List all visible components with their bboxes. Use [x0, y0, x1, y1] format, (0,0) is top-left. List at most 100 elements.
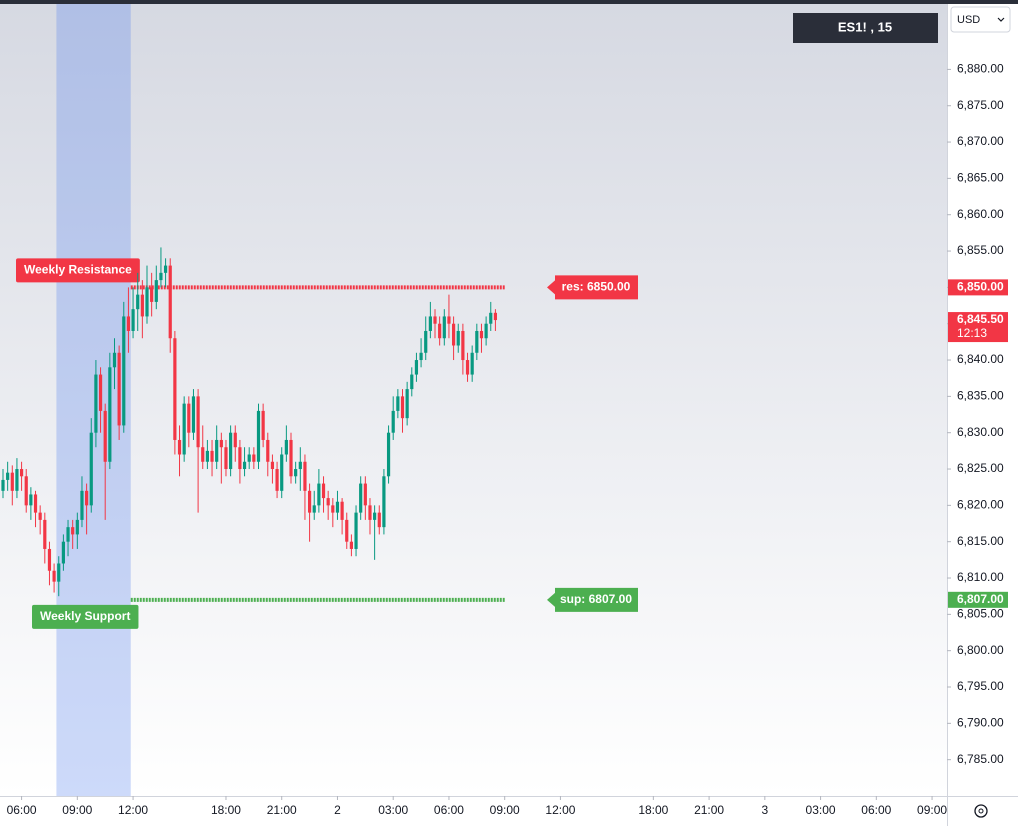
axis-price-box	[948, 591, 1008, 608]
x-tick-label: 2	[334, 803, 341, 817]
x-tick-label: 21:00	[694, 803, 724, 817]
candle-body	[182, 403, 186, 455]
candle-body	[359, 483, 363, 513]
candle-body	[126, 316, 131, 331]
candle-body	[280, 454, 284, 491]
y-tick-label: 6,835.00	[957, 389, 1004, 403]
candle-body	[43, 519, 47, 549]
candle-body	[456, 330, 460, 346]
candle-body	[321, 483, 326, 499]
candle-body	[294, 469, 298, 477]
currency[interactable]: USD	[957, 14, 980, 26]
candle-body	[396, 396, 400, 411]
candle-body	[484, 323, 488, 339]
y-tick-label: 6,815.00	[957, 534, 1004, 548]
candle-body	[461, 330, 465, 361]
candle-body	[6, 472, 10, 480]
dropdown-arrow[interactable]	[997, 17, 1005, 22]
candle-body	[326, 498, 330, 506]
candle-body	[377, 512, 381, 528]
candle-body	[345, 519, 349, 542]
y-tick-label: 6,875.00	[957, 98, 1004, 112]
candle-body	[196, 396, 200, 448]
candle-body	[493, 312, 498, 321]
candle-body	[145, 287, 149, 317]
candle-body	[451, 323, 456, 346]
candle-body	[386, 432, 391, 477]
candle-body	[1, 479, 5, 491]
candle-body	[215, 439, 219, 462]
candle-body	[331, 505, 335, 513]
candle-body	[75, 519, 79, 535]
symbol: ES1! , 15	[838, 19, 892, 34]
y-tick-label: 6,855.00	[957, 243, 1004, 257]
level-label: res: 6850.00	[562, 280, 631, 294]
candle-body	[103, 410, 107, 462]
candle-body	[89, 432, 93, 506]
candle-body	[400, 396, 405, 419]
candle-body	[33, 494, 38, 513]
candle-body	[112, 352, 117, 368]
candle-body	[475, 330, 479, 353]
candle-body	[349, 541, 353, 549]
candle-body	[405, 389, 409, 419]
candle-body	[117, 352, 121, 426]
level-label-box	[547, 587, 638, 612]
candle-body	[38, 512, 42, 520]
candle-body	[266, 439, 270, 462]
y-tick-label: 6,820.00	[957, 498, 1004, 512]
candle-body	[256, 410, 261, 462]
candle-body	[289, 439, 293, 477]
candle-body	[163, 265, 168, 273]
candle-body	[24, 476, 28, 506]
candle-body	[340, 501, 344, 520]
candle-body	[317, 483, 321, 506]
candle-body	[465, 360, 470, 375]
candle-body	[122, 316, 126, 426]
candle-body	[438, 323, 442, 339]
x-tick-label: 09:00	[917, 803, 947, 817]
x-tick-label: 12:00	[118, 803, 148, 817]
level-label-box	[547, 275, 638, 300]
candle-body	[94, 374, 98, 433]
candle-body	[154, 280, 158, 302]
settings-icon[interactable]	[974, 804, 988, 818]
axis-price-box	[948, 279, 1008, 296]
candle-body	[61, 541, 65, 564]
candle-body	[80, 490, 84, 520]
settings-hub[interactable]	[978, 808, 984, 814]
x-tick-label: 3	[761, 803, 768, 817]
level-name: Weekly Resistance	[24, 263, 132, 277]
candle-body	[191, 396, 196, 433]
y-tick-label: 6,795.00	[957, 679, 1004, 693]
candle-body	[66, 527, 70, 542]
y-tick-label: 6,810.00	[957, 570, 1004, 584]
candle-body	[229, 432, 233, 470]
candle-body	[414, 360, 419, 375]
candle-body	[252, 454, 256, 462]
candle-body	[335, 501, 340, 513]
x-tick-label: 03:00	[806, 803, 836, 817]
x-tick-label: 12:00	[545, 803, 575, 817]
level-name-box	[16, 258, 140, 283]
candle-body	[284, 439, 288, 455]
x-tick-label: 18:00	[638, 803, 668, 817]
candle-body	[428, 316, 432, 331]
candle-body	[15, 469, 19, 491]
candle-body	[233, 432, 237, 448]
x-tick-label: 09:00	[62, 803, 92, 817]
y-tick-label: 6,840.00	[957, 352, 1004, 366]
candle-body	[363, 483, 367, 506]
candle-body	[136, 294, 140, 310]
candle-body	[205, 450, 209, 462]
candle-body	[447, 316, 451, 324]
currency-select[interactable]	[950, 6, 1011, 33]
candle-body	[242, 461, 247, 470]
settings-gear[interactable]	[974, 804, 988, 818]
candle-body	[47, 548, 52, 571]
x-tick-label: 06:00	[7, 803, 37, 817]
candle-body	[354, 512, 358, 549]
candle-body	[85, 490, 89, 506]
x-tick-label: 06:00	[861, 803, 891, 817]
level-label: sup: 6807.00	[560, 592, 632, 606]
